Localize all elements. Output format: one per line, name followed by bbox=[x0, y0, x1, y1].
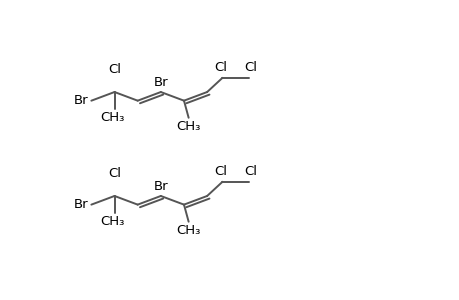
Text: Cl: Cl bbox=[244, 165, 257, 178]
Text: Br: Br bbox=[74, 198, 88, 211]
Text: CH₃: CH₃ bbox=[176, 120, 201, 133]
Text: Br: Br bbox=[74, 94, 88, 107]
Text: Cl: Cl bbox=[214, 165, 227, 178]
Text: Cl: Cl bbox=[244, 61, 257, 74]
Text: CH₃: CH₃ bbox=[101, 111, 125, 124]
Text: Cl: Cl bbox=[108, 63, 121, 76]
Text: CH₃: CH₃ bbox=[176, 224, 201, 236]
Text: Cl: Cl bbox=[214, 61, 227, 74]
Text: CH₃: CH₃ bbox=[101, 215, 125, 228]
Text: Br: Br bbox=[153, 179, 168, 193]
Text: Br: Br bbox=[153, 76, 168, 88]
Text: Cl: Cl bbox=[108, 167, 121, 180]
